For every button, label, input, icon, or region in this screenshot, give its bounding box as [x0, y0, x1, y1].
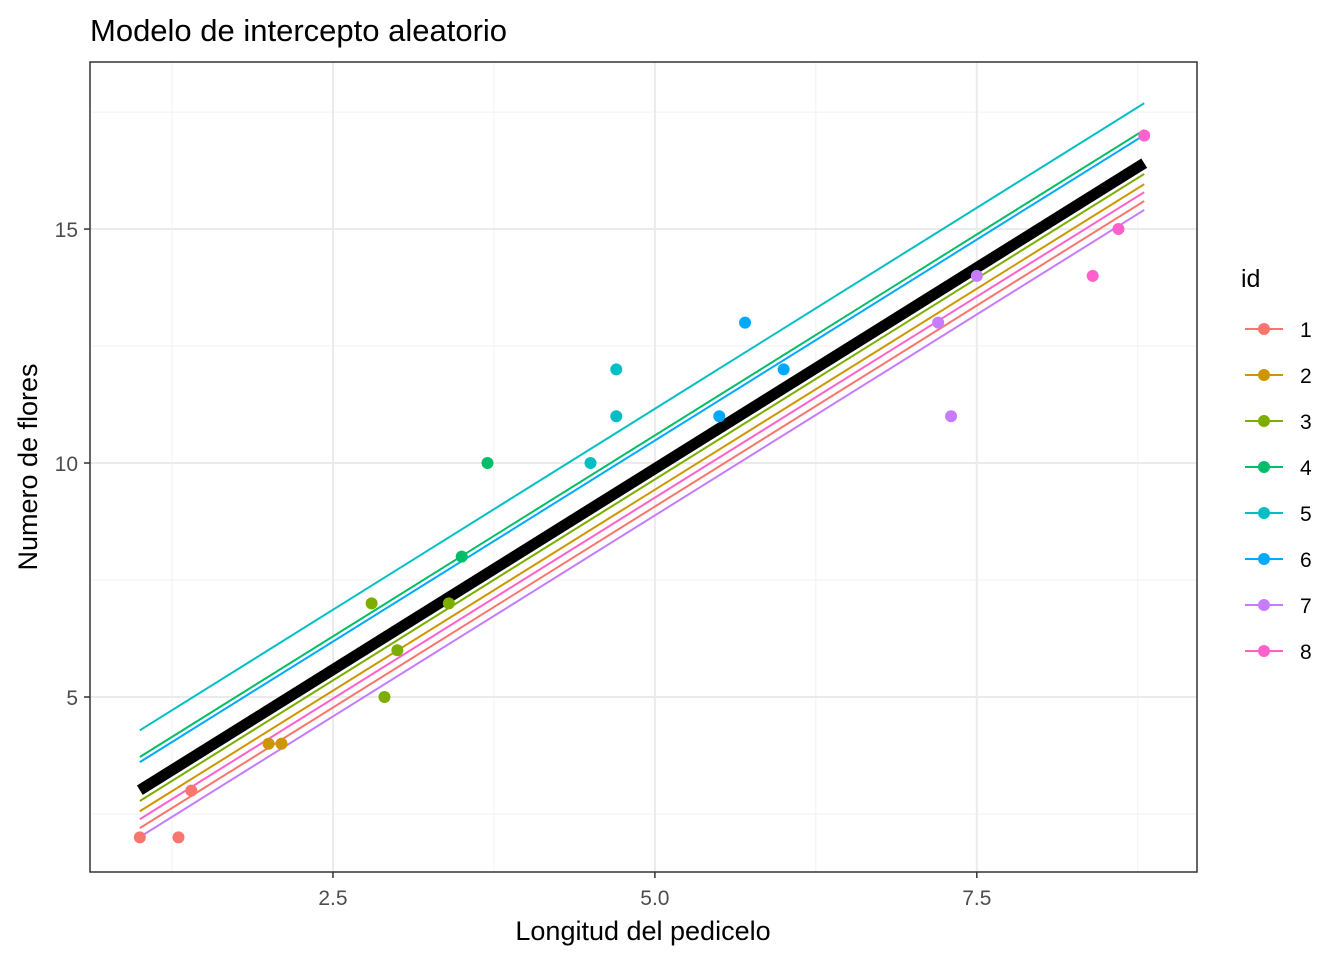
x-axis-label: Longitud del pedicelo [515, 916, 770, 946]
data-point-id-8 [1138, 129, 1151, 142]
data-point-id-5 [610, 363, 623, 376]
y-tick-label: 15 [55, 219, 78, 242]
panel-border [89, 61, 1198, 873]
fixed-effect-line [136, 158, 1148, 795]
legend-key-point [1258, 369, 1270, 381]
legend-key-point [1258, 461, 1270, 473]
random-effect-line-1 [139, 200, 1145, 829]
data-point-id-3 [365, 597, 378, 610]
y-axis-label: Numero de flores [13, 363, 43, 570]
legend-label: 3 [1300, 411, 1312, 434]
legend-label: 2 [1300, 365, 1312, 388]
data-point-id-4 [481, 457, 494, 470]
data-point-id-1 [133, 831, 146, 844]
data-point-id-8 [1086, 269, 1099, 282]
data-point-id-5 [584, 457, 597, 470]
x-tick-label: 5.0 [640, 887, 669, 910]
y-tick-label: 5 [66, 687, 78, 710]
legend-key-point [1258, 507, 1270, 519]
data-point-id-1 [185, 784, 198, 797]
legend-key-point [1258, 599, 1270, 611]
data-point-id-1 [172, 831, 185, 844]
data-point-id-5 [610, 410, 623, 423]
legend-label: 4 [1300, 457, 1312, 480]
data-point-id-7 [945, 410, 958, 423]
x-tick-label: 2.5 [318, 887, 347, 910]
random-effect-line-4 [139, 129, 1145, 758]
legend-label: 8 [1300, 641, 1312, 664]
legend-key-point [1258, 323, 1270, 335]
legend-label: 5 [1300, 503, 1312, 526]
data-point-id-8 [1112, 223, 1125, 236]
data-point-id-3 [378, 690, 391, 703]
data-point-id-2 [262, 737, 275, 750]
data-point-id-3 [442, 597, 455, 610]
chart-title: Modelo de intercepto aleatorio [90, 13, 507, 48]
legend-key-point [1258, 415, 1270, 427]
data-point-id-2 [275, 737, 288, 750]
data-point-id-6 [777, 363, 790, 376]
data-point-id-7 [932, 316, 945, 329]
random-effect-line-5 [139, 102, 1145, 732]
random-effect-line-8 [139, 191, 1145, 821]
legend-key-point [1258, 553, 1270, 565]
random-effect-line-2 [139, 183, 1145, 813]
random-effect-line-7 [139, 209, 1145, 838]
legend-label: 6 [1300, 549, 1312, 572]
data-point-id-4 [455, 550, 468, 563]
legend-label: 1 [1300, 319, 1312, 342]
legend-label: 7 [1300, 595, 1312, 618]
legend-key-point [1258, 645, 1270, 657]
y-tick-label: 10 [55, 453, 78, 476]
data-point-id-3 [391, 644, 404, 657]
random-effect-line-6 [139, 134, 1145, 763]
random-effect-line-3 [139, 173, 1145, 802]
data-point-id-7 [970, 269, 983, 282]
data-point-id-6 [713, 410, 726, 423]
x-tick-label: 7.5 [962, 887, 991, 910]
legend-title: id [1241, 265, 1260, 293]
data-point-id-6 [739, 316, 752, 329]
